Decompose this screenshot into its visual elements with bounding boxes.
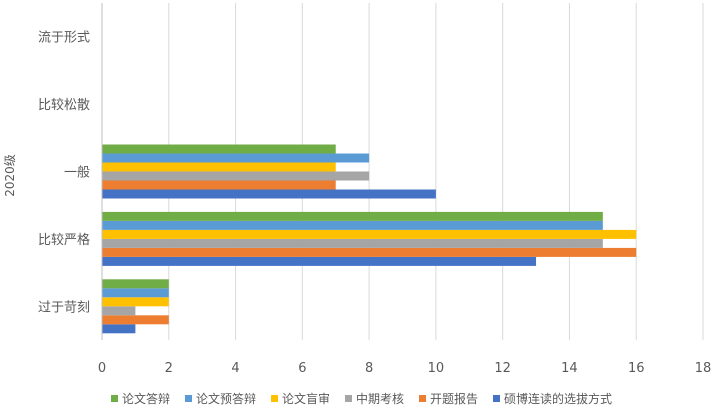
bar-一般-论文预答辩 xyxy=(102,153,370,163)
bar-过于苛刻-硕博连读的选拔方式 xyxy=(102,324,136,334)
x-tick-label-12: 12 xyxy=(494,361,511,376)
bar-一般-论文盲审 xyxy=(102,162,336,172)
legend-swatch-5 xyxy=(493,395,500,402)
y-category-label-1: 比较严格 xyxy=(38,232,90,248)
legend-item-0: 论文答辩 xyxy=(111,391,170,406)
legend-label-3: 中期考核 xyxy=(356,391,404,406)
y-category-label-0: 过于苛刻 xyxy=(38,300,90,315)
bar-比较严格-中期考核 xyxy=(102,238,603,248)
x-tick-label-14: 14 xyxy=(561,361,578,376)
y-category-label-4: 流于形式 xyxy=(38,31,90,46)
legend-label-2: 论文盲审 xyxy=(282,391,330,406)
y-category-label-2: 一般 xyxy=(64,165,90,181)
legend-label-1: 论文预答辩 xyxy=(196,391,256,406)
legend-item-2: 论文盲审 xyxy=(271,391,330,406)
bar-比较严格-论文盲审 xyxy=(102,229,637,239)
legend-swatch-0 xyxy=(111,395,118,402)
legend-swatch-3 xyxy=(345,395,352,402)
legend-swatch-4 xyxy=(419,395,426,402)
y-category-label-3: 比较松散 xyxy=(38,98,90,113)
bar-过于苛刻-论文预答辩 xyxy=(102,288,169,298)
bar-过于苛刻-中期考核 xyxy=(102,306,136,316)
bar-比较严格-硕博连读的选拔方式 xyxy=(102,256,537,266)
x-tick-label-18: 18 xyxy=(695,361,712,376)
x-tick-label-4: 4 xyxy=(231,361,239,376)
grid-lines xyxy=(168,3,704,340)
legend-swatch-2 xyxy=(271,395,278,402)
bar-一般-硕博连读的选拔方式 xyxy=(102,189,436,199)
bar-比较严格-论文预答辩 xyxy=(102,220,603,230)
bar-比较严格-开题报告 xyxy=(102,247,637,257)
legend-item-3: 中期考核 xyxy=(345,391,404,406)
bar-过于苛刻-论文答辩 xyxy=(102,279,169,289)
bar-一般-论文答辩 xyxy=(102,144,336,154)
legend: 论文答辩 论文预答辩 论文盲审 中期考核 开题报告 硕博连读的选拔方式 xyxy=(111,391,612,406)
bar-过于苛刻-论文盲审 xyxy=(102,297,169,307)
bars xyxy=(102,144,637,334)
legend-item-5: 硕博连读的选拔方式 xyxy=(493,391,612,406)
bar-一般-开题报告 xyxy=(102,180,336,190)
legend-label-4: 开题报告 xyxy=(430,391,478,406)
legend-item-1: 论文预答辩 xyxy=(185,391,256,406)
x-tick-label-16: 16 xyxy=(628,361,645,376)
x-tick-label-0: 0 xyxy=(98,361,106,376)
legend-label-5: 硕博连读的选拔方式 xyxy=(504,391,612,406)
legend-label-0: 论文答辩 xyxy=(122,391,170,406)
legend-item-4: 开题报告 xyxy=(419,391,478,406)
x-tick-label-8: 8 xyxy=(365,361,373,376)
legend-swatch-1 xyxy=(185,395,192,402)
axes: 0 2 4 6 8 10 12 14 16 18 过于苛刻 比较严格 一般 比较松散 流于形式 xyxy=(38,3,711,376)
y-axis-label: 2020级 xyxy=(3,154,17,197)
bar-一般-中期考核 xyxy=(102,171,370,181)
x-tick-label-6: 6 xyxy=(298,361,306,376)
bar-过于苛刻-开题报告 xyxy=(102,315,169,325)
x-tick-label-10: 10 xyxy=(428,361,445,376)
x-tick-label-2: 2 xyxy=(165,361,173,376)
bar-比较严格-论文答辩 xyxy=(102,211,603,221)
